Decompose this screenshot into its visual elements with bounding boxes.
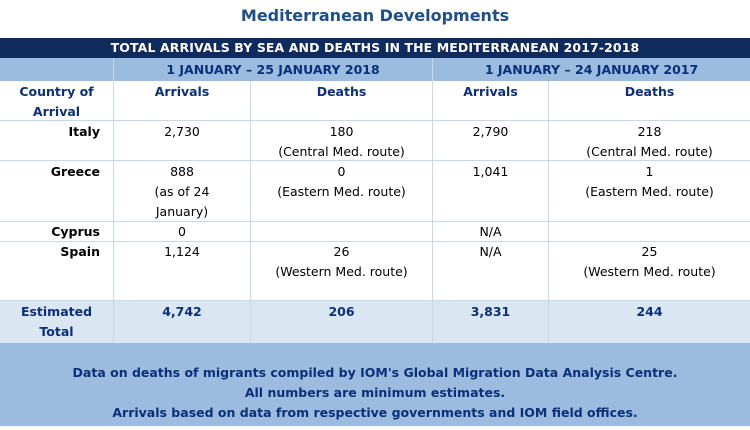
cell-line: 25 [641, 244, 658, 259]
cell-line: 26 [333, 244, 350, 259]
cell-line: 888 [170, 164, 194, 179]
value-cell-dea2017: 25 (Western Med. route) [549, 242, 750, 282]
value-cell-dea2018: 0 (Eastern Med. route) [251, 162, 432, 202]
period-header-2018: 1 JANUARY – 25 JANUARY 2018 [114, 58, 432, 81]
cell-line: (Central Med. route) [278, 144, 405, 159]
table-title-band: TOTAL ARRIVALS BY SEA AND DEATHS IN THE … [0, 38, 750, 58]
cell-line: 2,730 [164, 124, 200, 139]
cell-line: 180 [329, 124, 354, 139]
cell-line: 0 [178, 224, 186, 239]
column-divider [432, 58, 433, 343]
cell-line: 218 [637, 124, 662, 139]
cell-line: (Western Med. route) [275, 264, 408, 279]
footer-line: Data on deaths of migrants compiled by I… [72, 365, 678, 380]
country-cell: Greece [50, 164, 100, 179]
cell-line: 1,041 [472, 164, 509, 179]
cell-line: N/A [479, 224, 502, 239]
row-divider [0, 160, 750, 161]
cell-line: 1 [645, 164, 654, 179]
total-deaths-2017: 244 [636, 304, 663, 319]
total-arrivals-2018: 4,742 [162, 304, 202, 319]
country-cell: Cyprus [51, 224, 100, 239]
value-cell-arr2018: 2,730 [114, 122, 250, 142]
total-deaths-2018: 206 [328, 304, 355, 319]
row-divider [0, 300, 750, 301]
cell-line: (Central Med. route) [586, 144, 713, 159]
column-divider [250, 81, 251, 343]
cell-line: (Western Med. route) [583, 264, 716, 279]
value-cell-dea2018: 26 (Western Med. route) [251, 242, 432, 282]
page-title: Mediterranean Developments [240, 6, 510, 25]
total-label: Estimated Total [0, 302, 113, 342]
column-header-arrivals-2018: Arrivals [154, 84, 210, 99]
row-divider [0, 241, 750, 242]
cell-line: (as of 24 [154, 184, 210, 199]
period-header-blank [0, 58, 113, 81]
total-label-line: Estimated [20, 304, 93, 319]
value-cell-dea2017: 1 (Eastern Med. route) [549, 162, 750, 202]
value-cell-dea2017: 218 (Central Med. route) [549, 122, 750, 162]
column-header-deaths-2017: Deaths [624, 84, 675, 99]
cell-line: (Eastern Med. route) [277, 184, 406, 199]
cell-line: 1,124 [164, 244, 200, 259]
cell-line: 0 [337, 164, 346, 179]
row-divider [0, 221, 750, 222]
country-cell: Italy [68, 124, 101, 139]
value-cell-dea2018: 180 (Central Med. route) [251, 122, 432, 162]
value-cell-arr2018: 1,124 [114, 242, 250, 262]
cell-line: (Eastern Med. route) [585, 184, 714, 199]
footer-notes: Data on deaths of migrants compiled by I… [0, 343, 750, 426]
cell-line: N/A [479, 244, 502, 259]
period-header-2017: 1 JANUARY – 24 JANUARY 2017 [433, 58, 750, 81]
header-line: Arrival [32, 104, 81, 119]
value-cell-arr2018: 888 (as of 24 January) [114, 162, 250, 222]
column-header-country: Country of Arrival [0, 82, 113, 122]
country-cell: Spain [60, 244, 100, 259]
total-row-band [0, 300, 750, 343]
value-cell-arr2017: N/A [433, 242, 548, 262]
row-divider [0, 120, 750, 121]
column-divider [113, 58, 114, 343]
value-cell-arr2017: 1,041 [433, 162, 548, 182]
column-header-deaths-2018: Deaths [316, 84, 367, 99]
header-line: Country of [19, 84, 94, 99]
total-arrivals-2017: 3,831 [470, 304, 511, 319]
cell-line: 2,790 [472, 124, 509, 139]
column-header-arrivals-2017: Arrivals [463, 84, 518, 99]
value-cell-arr2017: N/A [433, 222, 548, 242]
column-divider [548, 81, 549, 343]
footer-line: All numbers are minimum estimates. [244, 385, 506, 400]
footer-line: Arrivals based on data from respective g… [112, 405, 638, 420]
total-label-line: Total [39, 324, 74, 339]
value-cell-arr2017: 2,790 [433, 122, 548, 142]
value-cell-arr2018: 0 [114, 222, 250, 242]
cell-line: January) [155, 204, 209, 219]
